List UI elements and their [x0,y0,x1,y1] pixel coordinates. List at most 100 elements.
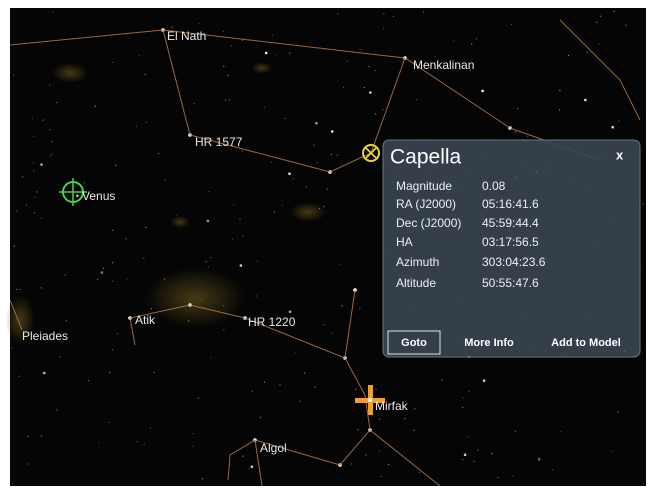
star [210,357,212,359]
planet-label[interactable]: Venus [82,189,115,203]
star [339,263,341,265]
star [231,45,233,47]
add-to-model-button[interactable]: Add to Model [551,337,621,349]
star [33,170,35,172]
star [279,384,281,386]
star [270,161,272,163]
star [222,30,224,32]
cluster-label[interactable]: Pleiades [22,329,68,343]
star [514,430,517,432]
star [150,308,152,310]
star [143,443,145,446]
star-label[interactable]: Atik [135,313,156,327]
star-label[interactable]: El Nath [167,29,206,43]
star [273,211,276,213]
star [560,431,562,433]
star [223,305,225,307]
star [250,465,254,469]
star [228,99,230,101]
star [527,135,529,137]
star [611,125,614,129]
star [36,191,38,193]
star [49,84,51,86]
star-label[interactable]: Menkalinan [413,58,474,72]
star [388,463,390,466]
star [96,279,99,281]
star [422,11,425,13]
star [115,164,117,166]
star [598,43,600,45]
star [56,409,58,411]
star [341,305,343,307]
star [208,191,210,193]
star [463,453,467,457]
capella-marker[interactable] [362,144,380,162]
star [138,54,140,56]
star [618,120,620,122]
star [19,288,21,290]
star [281,204,283,206]
star [197,397,199,399]
star [16,210,18,212]
star [559,90,561,92]
goto-button[interactable]: Goto [401,337,427,349]
star [336,154,338,156]
star [50,154,52,156]
goto-button-border[interactable] [387,330,441,355]
star [59,356,61,358]
star [517,108,519,110]
star [305,186,307,188]
property-label: Azimuth [396,255,439,269]
star [32,162,34,164]
property-label: Dec (J2000) [396,216,461,230]
star [288,310,292,314]
star [145,121,147,123]
star [414,408,416,410]
star [136,441,138,443]
star [415,98,417,101]
star [284,118,286,120]
more-info-button[interactable]: More Info [464,337,514,349]
star [239,218,241,220]
property-value: 50:55:47.6 [482,276,539,290]
star [223,329,225,331]
venus-marker[interactable] [59,178,87,206]
star [241,150,243,152]
star [600,15,602,17]
star [83,182,85,184]
star [241,39,243,41]
star [323,324,325,326]
mirfak-marker[interactable] [355,385,385,415]
star [242,235,244,237]
star [314,386,316,388]
star [313,144,315,146]
star [112,349,114,351]
property-value: 0.08 [482,179,506,193]
star [205,260,207,263]
star [512,475,514,477]
star-label[interactable]: Algol [260,441,287,455]
star [473,460,475,462]
star [171,26,173,28]
star [40,287,43,289]
close-button[interactable]: x [616,147,624,162]
star [231,238,233,240]
star [135,125,137,127]
star [469,69,471,71]
star-label[interactable]: Mirfak [375,399,409,413]
star [511,23,513,25]
star [477,449,479,451]
star [331,332,333,334]
star [611,450,613,452]
property-value: 45:59:44.4 [482,216,539,230]
star [383,27,385,30]
star [330,153,332,156]
star [260,416,262,419]
star [193,103,195,105]
star [289,52,291,54]
property-label: RA (J2000) [396,197,456,211]
star [263,381,266,383]
star-label[interactable]: HR 1220 [248,315,296,329]
star-label[interactable]: HR 1577 [195,135,243,149]
star [462,459,464,461]
